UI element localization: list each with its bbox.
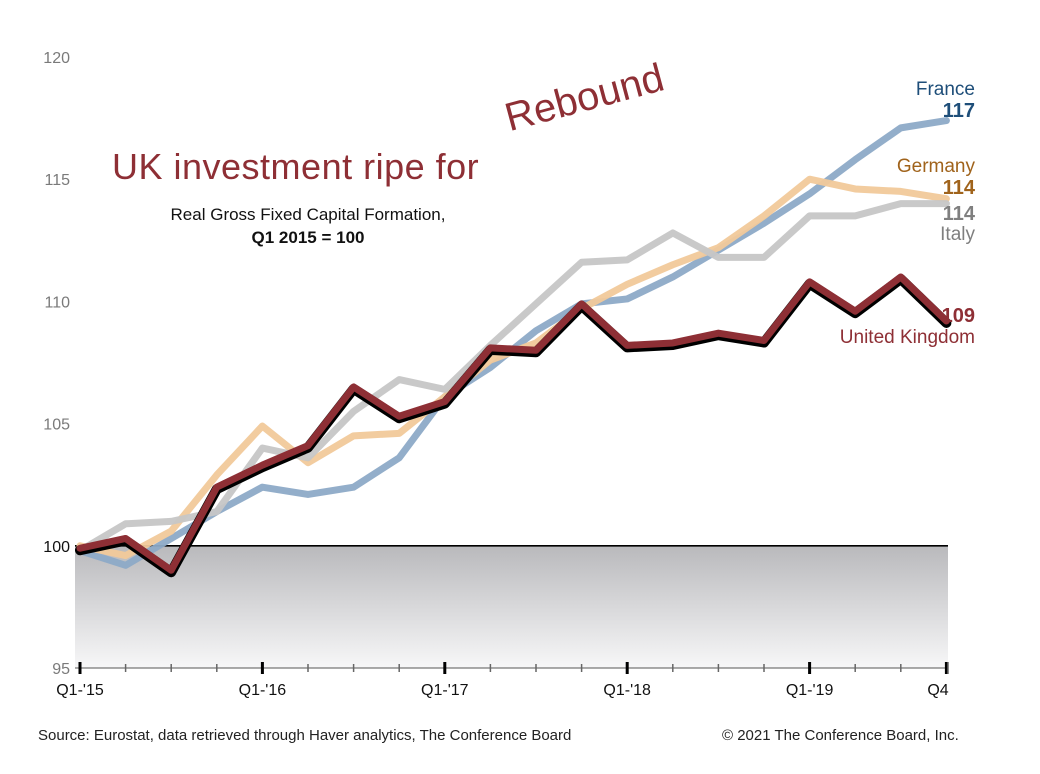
- chart-title: UK investment ripe for: [112, 146, 480, 187]
- series-name-italy: Italy: [940, 224, 975, 245]
- series-value-germany: 114: [943, 177, 976, 199]
- series-name-france: France: [916, 79, 975, 100]
- x-tick-label-0: Q1-'15: [56, 682, 104, 699]
- source-note: Source: Eurostat, data retrieved through…: [38, 727, 572, 744]
- subtitle-line-1: Real Gross Fixed Capital Formation,: [170, 205, 446, 224]
- y-tick-label-100: 100: [43, 539, 70, 556]
- x-tick-label-4: Q1-'16: [239, 682, 287, 699]
- series-value-france: 117: [943, 100, 975, 122]
- series-line-italy: [76, 200, 950, 555]
- x-tick-label-19: Q4: [927, 682, 948, 699]
- x-tick-label-16: Q1-'19: [786, 682, 834, 699]
- series-line-uk: [76, 273, 950, 574]
- below-baseline-area: [75, 545, 948, 668]
- chart-subtitle: Real Gross Fixed Capital Formation, Q1 2…: [138, 203, 478, 249]
- copyright-note: © 2021 The Conference Board, Inc.: [722, 727, 959, 744]
- y-tick-label-110: 110: [44, 294, 70, 311]
- y-tick-label-105: 105: [43, 417, 70, 434]
- y-tick-label-115: 115: [44, 172, 70, 189]
- x-tick-label-12: Q1-'18: [603, 682, 651, 699]
- series-value-italy: 114: [943, 203, 976, 225]
- subtitle-line-2: Q1 2015 = 100: [251, 228, 365, 247]
- series-name-germany: Germany: [897, 156, 976, 177]
- series-name-united-kingdom: United Kingdom: [840, 327, 975, 348]
- y-tick-label-120: 120: [43, 50, 70, 67]
- series-value-united-kingdom: 109: [942, 305, 975, 327]
- x-tick-label-8: Q1-'17: [421, 682, 469, 699]
- y-tick-label-95: 95: [52, 661, 70, 678]
